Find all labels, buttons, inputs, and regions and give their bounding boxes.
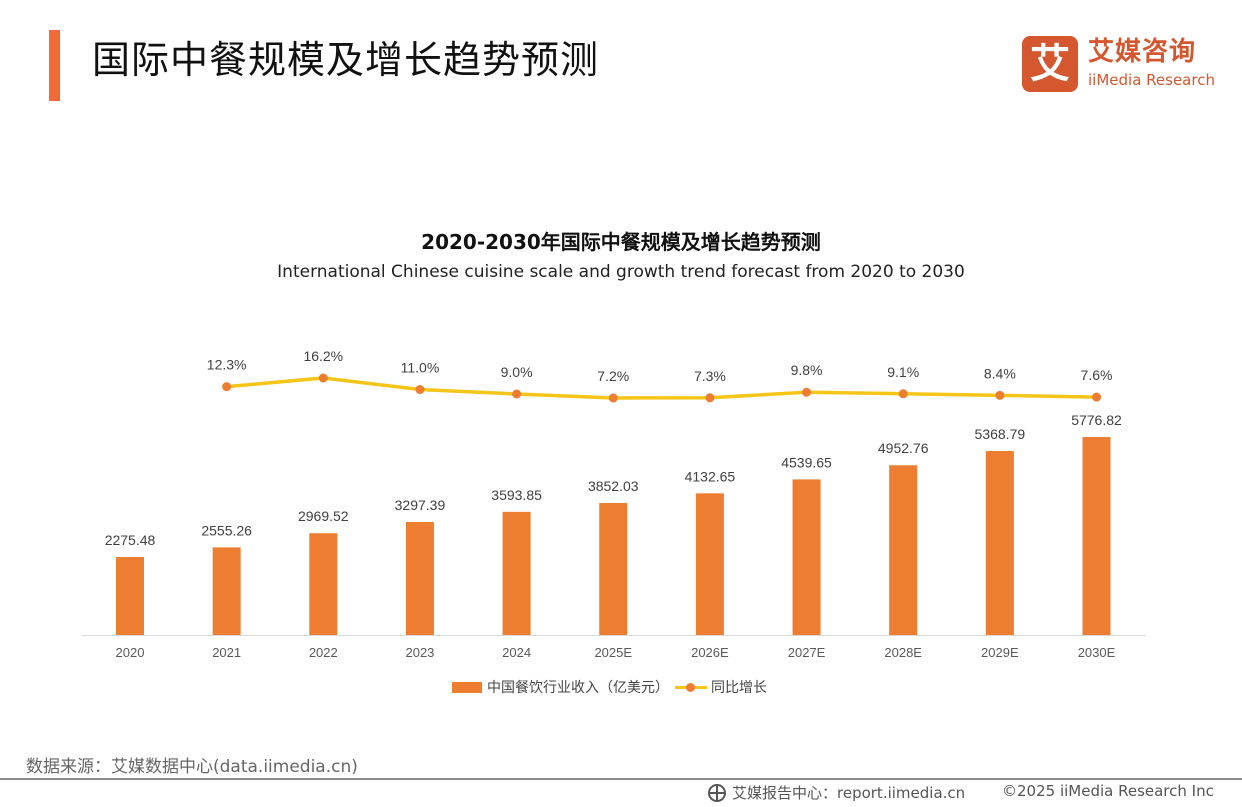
bar-value-label: 5368.79 (975, 426, 1026, 442)
x-tick-label: 2023 (405, 645, 434, 660)
footer-report-center: 艾媒报告中心：report.iimedia.cn (708, 782, 965, 803)
bar-value-label: 3593.85 (491, 487, 542, 503)
x-tick-label: 2025E (594, 645, 632, 660)
bar-value-label: 4539.65 (781, 454, 832, 470)
growth-value-label: 7.3% (694, 368, 726, 384)
bar-value-label: 3297.39 (395, 497, 446, 513)
growth-point (1092, 392, 1101, 402)
legend-line-swatch (675, 680, 707, 694)
x-tick-label: 2021 (212, 645, 241, 660)
growth-value-label: 11.0% (401, 360, 440, 376)
page-title: 国际中餐规模及增长趋势预测 (92, 38, 600, 82)
logo-name-cn: 艾媒咨询 (1088, 37, 1197, 67)
bar (502, 511, 531, 635)
x-tick-label: 2024 (502, 645, 531, 660)
x-tick-label: 2029E (981, 645, 1019, 660)
growth-point (898, 389, 908, 399)
globe-icon (708, 783, 726, 802)
bar-value-label: 2555.26 (201, 522, 252, 538)
chart-title: 2020-2030年国际中餐规模及增长趋势预测 (421, 230, 821, 254)
title-accent-bar (49, 30, 60, 101)
bar (212, 547, 241, 635)
footer-copyright: ©2025 iiMedia Research Inc (1002, 782, 1214, 800)
logo-mark-icon: 艾 (1022, 36, 1078, 92)
growth-value-label: 16.2% (303, 348, 343, 364)
x-tick-label: 2030E (1078, 645, 1116, 660)
bar (405, 521, 434, 635)
growth-point (802, 387, 812, 397)
growth-value-label: 9.8% (791, 362, 823, 378)
x-tick-label: 2028E (884, 645, 922, 660)
legend-bar-swatch (452, 681, 482, 693)
bar-value-label: 4952.76 (878, 440, 929, 456)
bar (116, 557, 144, 635)
footer-report-text: 艾媒报告中心：report.iimedia.cn (732, 784, 966, 802)
bar-value-label: 5776.82 (1071, 412, 1122, 428)
data-source: 数据来源：艾媒数据中心(data.iimedia.cn) (26, 757, 358, 777)
bar-value-label: 4132.65 (685, 468, 736, 484)
x-tick-label: 2027E (788, 645, 826, 660)
bar-value-label: 2969.52 (298, 508, 349, 524)
legend-bar-label: 中国餐饮行业收入（亿美元） (487, 680, 669, 696)
growth-point (995, 390, 1005, 400)
growth-value-label: 7.6% (1081, 367, 1113, 383)
chart-subtitle: International Chinese cuisine scale and … (277, 262, 965, 282)
footer-divider (0, 778, 1242, 780)
bar (1082, 437, 1111, 635)
growth-point (415, 385, 425, 395)
bar-value-label: 3852.03 (588, 478, 639, 494)
legend-line-label: 同比增长 (711, 680, 767, 696)
bar (985, 450, 1014, 635)
bar (792, 479, 821, 635)
x-tick-label: 2026E (691, 645, 729, 660)
growth-value-label: 9.0% (501, 364, 533, 380)
growth-value-label: 8.4% (984, 365, 1016, 381)
growth-point (512, 389, 522, 399)
growth-line (226, 376, 1097, 400)
bar-value-label: 2275.48 (105, 532, 156, 548)
bar (599, 502, 628, 635)
chart-legend: 中国餐饮行业收入（亿美元） 同比增长 (452, 677, 767, 697)
logo-name-en: iiMedia Research (1088, 71, 1215, 89)
growth-value-label: 12.3% (207, 357, 247, 373)
growth-value-label: 9.1% (887, 364, 919, 380)
bar (309, 533, 338, 635)
growth-point (705, 393, 715, 403)
x-tick-label: 2020 (116, 645, 145, 660)
bar (889, 465, 918, 635)
growth-point (608, 393, 618, 403)
bar (695, 493, 724, 635)
iimedia-logo: 艾 艾媒咨询 iiMedia Research (1022, 36, 1222, 94)
x-tick-label: 2022 (309, 645, 338, 660)
growth-value-label: 7.2% (597, 368, 629, 384)
growth-point (318, 373, 328, 383)
growth-point (222, 382, 232, 392)
